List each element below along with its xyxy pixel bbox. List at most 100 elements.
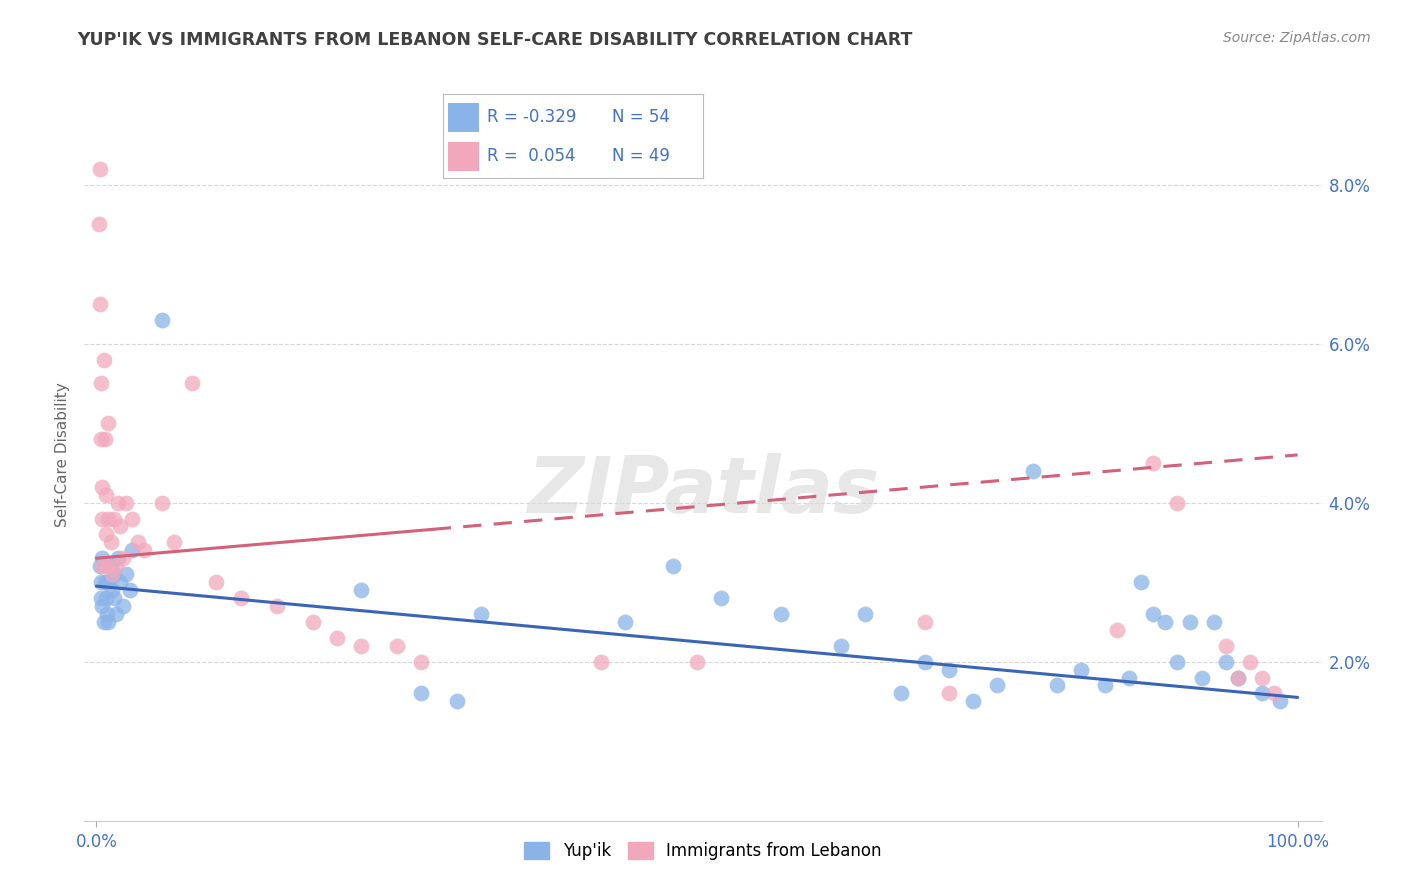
Point	[409, 686, 432, 700]
Point	[1268, 694, 1291, 708]
Text: ZIPatlas: ZIPatlas	[527, 453, 879, 530]
Point	[118, 583, 141, 598]
Point	[100, 535, 122, 549]
Point	[110, 519, 132, 533]
Point	[97, 511, 120, 525]
Point	[91, 559, 114, 574]
Point	[121, 543, 143, 558]
Point	[205, 575, 228, 590]
Point	[134, 543, 156, 558]
Point	[90, 432, 112, 446]
Point	[409, 655, 432, 669]
Point	[1226, 671, 1249, 685]
Point	[91, 480, 114, 494]
Point	[589, 655, 612, 669]
Point	[90, 575, 112, 590]
Point	[127, 535, 149, 549]
Point	[94, 488, 117, 502]
Point	[890, 686, 912, 700]
Point	[986, 678, 1008, 692]
Point	[96, 607, 118, 621]
Point	[103, 511, 125, 525]
Point	[1118, 671, 1140, 685]
Point	[853, 607, 876, 621]
Point	[938, 663, 960, 677]
Point	[101, 567, 124, 582]
Point	[1130, 575, 1153, 590]
Point	[181, 376, 204, 391]
Point	[350, 583, 373, 598]
Point	[115, 495, 138, 509]
Point	[710, 591, 733, 605]
Point	[110, 575, 132, 590]
Point	[89, 297, 111, 311]
Point	[107, 551, 129, 566]
Point	[163, 535, 186, 549]
Point	[111, 551, 134, 566]
Point	[152, 312, 174, 326]
Point	[107, 495, 129, 509]
Point	[97, 416, 120, 430]
Point	[1215, 655, 1237, 669]
FancyBboxPatch shape	[449, 142, 479, 170]
Point	[94, 527, 117, 541]
Point	[100, 559, 122, 574]
Point	[101, 583, 124, 598]
Point	[93, 352, 115, 367]
Point	[90, 591, 112, 605]
Point	[1154, 615, 1177, 629]
Point	[97, 575, 120, 590]
Point	[104, 559, 127, 574]
Point	[152, 495, 174, 509]
Point	[1166, 495, 1188, 509]
Point	[770, 607, 793, 621]
Point	[1107, 623, 1129, 637]
Point	[1046, 678, 1069, 692]
Point	[1250, 686, 1272, 700]
Point	[229, 591, 252, 605]
Point	[94, 591, 117, 605]
Point	[93, 615, 115, 629]
Point	[103, 591, 125, 605]
Point	[914, 615, 936, 629]
Point	[686, 655, 709, 669]
Text: Source: ZipAtlas.com: Source: ZipAtlas.com	[1223, 31, 1371, 45]
Point	[91, 511, 114, 525]
Point	[1263, 686, 1285, 700]
Point	[115, 567, 138, 582]
Point	[1022, 464, 1045, 478]
Point	[87, 218, 110, 232]
Point	[1178, 615, 1201, 629]
Point	[1070, 663, 1092, 677]
Point	[104, 607, 127, 621]
Point	[1202, 615, 1225, 629]
Text: R =  0.054: R = 0.054	[486, 146, 575, 164]
Point	[1142, 607, 1164, 621]
Point	[103, 567, 125, 582]
Point	[938, 686, 960, 700]
Point	[301, 615, 323, 629]
Point	[830, 639, 852, 653]
Point	[121, 511, 143, 525]
Point	[1166, 655, 1188, 669]
Point	[1239, 655, 1261, 669]
Point	[1215, 639, 1237, 653]
Text: N = 49: N = 49	[612, 146, 669, 164]
Point	[470, 607, 492, 621]
Point	[94, 575, 117, 590]
Point	[446, 694, 468, 708]
Point	[1191, 671, 1213, 685]
Point	[1226, 671, 1249, 685]
Y-axis label: Self-Care Disability: Self-Care Disability	[55, 383, 70, 527]
Point	[89, 161, 111, 176]
Point	[1142, 456, 1164, 470]
Point	[89, 559, 111, 574]
Text: R = -0.329: R = -0.329	[486, 108, 576, 126]
Point	[266, 599, 288, 613]
Point	[111, 599, 134, 613]
Point	[350, 639, 373, 653]
Text: YUP'IK VS IMMIGRANTS FROM LEBANON SELF-CARE DISABILITY CORRELATION CHART: YUP'IK VS IMMIGRANTS FROM LEBANON SELF-C…	[77, 31, 912, 49]
Point	[1250, 671, 1272, 685]
Point	[91, 551, 114, 566]
Point	[325, 631, 347, 645]
